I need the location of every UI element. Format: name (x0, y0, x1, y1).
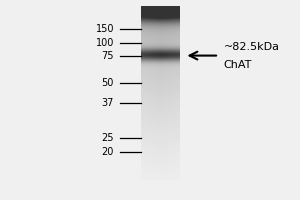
Text: 25: 25 (101, 133, 114, 143)
Text: 100: 100 (96, 38, 114, 48)
Text: 150: 150 (95, 24, 114, 34)
Text: ChAT: ChAT (224, 60, 252, 70)
Text: 20: 20 (102, 147, 114, 157)
Text: 75: 75 (101, 51, 114, 61)
Text: 50: 50 (102, 78, 114, 88)
Text: ~82.5kDa: ~82.5kDa (224, 42, 280, 52)
Text: 37: 37 (102, 98, 114, 108)
